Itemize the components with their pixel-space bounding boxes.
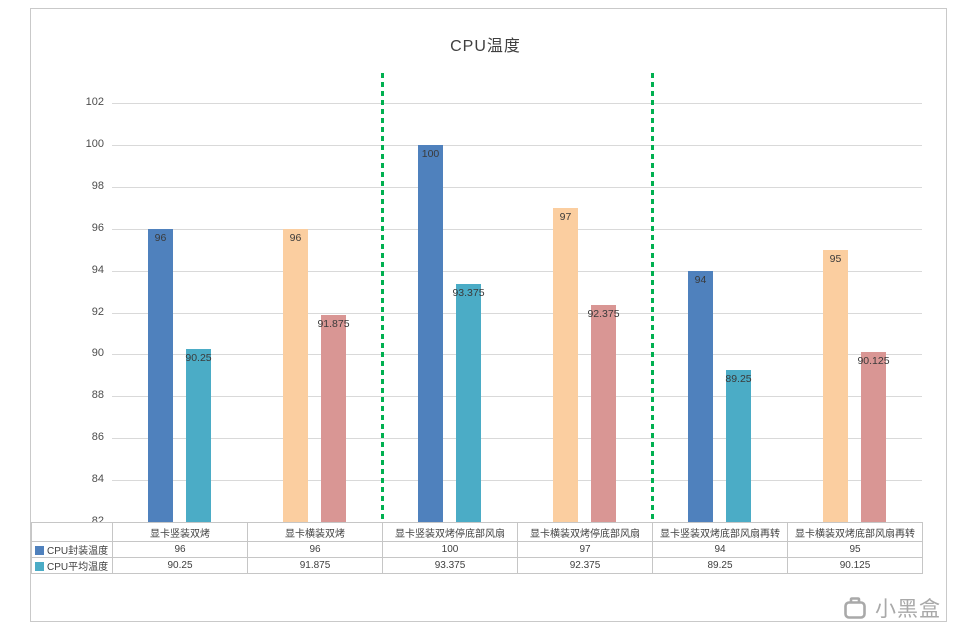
table-value-cell: 96 (247, 541, 383, 558)
bar-series2-cat2: 91.875 (317, 315, 350, 522)
table-category-header: 显卡横装双烤底部风扇再转 (787, 522, 923, 542)
bar-series1-cat6: 95 (823, 249, 848, 522)
bar-series1-cat3: 100 (418, 144, 443, 522)
group-separator-line (381, 73, 384, 522)
bar-value-label: 100 (421, 147, 440, 160)
chart-border (30, 8, 947, 622)
bar-value-label: 97 (559, 210, 572, 223)
table-category-header: 显卡竖装双烤底部风扇再转 (652, 522, 788, 542)
gridline (112, 187, 922, 188)
table-value-cell: 90.125 (787, 557, 923, 574)
bar-value-label: 96 (154, 231, 167, 244)
table-category-header: 显卡竖装双烤停底部风扇 (382, 522, 518, 542)
bar-value-label: 90.125 (857, 354, 890, 367)
y-axis-tick-label: 90 (91, 347, 104, 359)
y-axis-tick-label: 88 (91, 389, 104, 401)
gridline (112, 229, 922, 230)
bar-value-label: 95 (829, 252, 842, 265)
watermark: 小黑盒 (842, 593, 941, 623)
bar-value-label: 96 (289, 231, 302, 244)
gridline (112, 313, 922, 314)
y-axis-tick-label: 86 (91, 431, 104, 443)
gridline (112, 103, 922, 104)
legend-item: CPU平均温度 (31, 557, 113, 574)
legend-item: CPU封装温度 (31, 541, 113, 558)
watermark-text: 小黑盒 (875, 598, 941, 621)
gridline (112, 271, 922, 272)
y-axis-tick-label: 94 (91, 264, 104, 276)
bar-series1-cat1: 96 (148, 228, 173, 522)
table-value-cell: 94 (652, 541, 788, 558)
group-separator-line (651, 73, 654, 522)
bar-series2-cat4: 92.375 (587, 304, 620, 522)
bar-series2-cat1: 90.25 (185, 349, 212, 522)
data-table: 显卡竖装双烤 显卡横装双烤 显卡竖装双烤停底部风扇 显卡横装双烤停底部风扇 显卡竖装双烤… (31, 522, 923, 574)
table-value-cell: 95 (787, 541, 923, 558)
gridline (112, 145, 922, 146)
gridline (112, 354, 922, 355)
gridline (112, 438, 922, 439)
table-corner-cell (31, 522, 113, 542)
y-axis-tick-label: 84 (91, 473, 104, 485)
y-axis-tick-label: 100 (85, 138, 104, 150)
table-value-cell: 93.375 (382, 557, 518, 574)
legend-color-swatch (35, 562, 44, 571)
bar-value-label: 90.25 (185, 352, 212, 365)
table-value-cell: 91.875 (247, 557, 383, 574)
bar-series2-cat6: 90.125 (857, 351, 890, 522)
bar-value-label: 94 (694, 273, 707, 286)
gridline (112, 396, 922, 397)
y-axis-tick-label: 96 (91, 222, 104, 234)
bar-value-label: 93.375 (452, 286, 485, 299)
table-category-header: 显卡横装双烤 (247, 522, 383, 542)
bar-series2-cat3: 93.375 (452, 283, 485, 522)
y-axis-tick-label: 92 (91, 306, 104, 318)
y-axis-tick-label: 98 (91, 180, 104, 192)
bar-series2-cat5: 89.25 (725, 370, 752, 522)
table-category-header: 显卡横装双烤停底部风扇 (517, 522, 653, 542)
legend-series-name: CPU平均温度 (47, 562, 109, 573)
chart-title: CPU温度 (450, 38, 521, 55)
bar-value-label: 91.875 (317, 318, 350, 331)
legend-series-name: CPU封装温度 (47, 546, 109, 557)
table-value-cell: 97 (517, 541, 653, 558)
heybox-logo-icon (844, 597, 866, 619)
bar-value-label: 89.25 (725, 373, 752, 386)
bar-series1-cat4: 97 (553, 207, 578, 522)
table-value-cell: 90.25 (112, 557, 248, 574)
gridline (112, 480, 922, 481)
y-axis-tick-label: 102 (85, 96, 104, 108)
legend-color-swatch (35, 546, 44, 555)
table-value-cell: 92.375 (517, 557, 653, 574)
bar-series1-cat2: 96 (283, 228, 308, 522)
table-value-cell: 100 (382, 541, 518, 558)
table-value-cell: 96 (112, 541, 248, 558)
table-value-cell: 89.25 (652, 557, 788, 574)
bar-series1-cat5: 94 (688, 270, 713, 522)
bar-value-label: 92.375 (587, 307, 620, 320)
table-category-header: 显卡竖装双烤 (112, 522, 248, 542)
